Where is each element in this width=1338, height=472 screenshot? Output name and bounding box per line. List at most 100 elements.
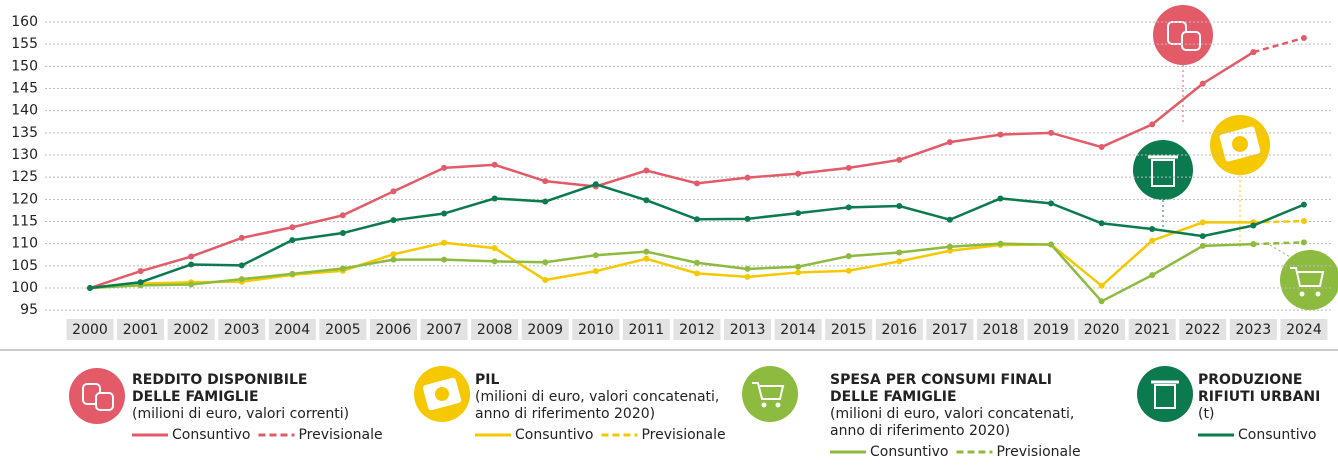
- point: [744, 215, 751, 222]
- point: [946, 216, 953, 223]
- point: [1199, 219, 1206, 226]
- year-box: [1027, 319, 1075, 340]
- point: [795, 170, 802, 177]
- legend-icon-rifiuti: [1137, 366, 1193, 422]
- x-tick-label: 2022: [1185, 322, 1221, 338]
- point: [1098, 220, 1105, 227]
- legend-label: Consuntivo: [870, 444, 948, 460]
- year-box: [369, 319, 417, 340]
- year-box: [1128, 319, 1176, 340]
- point: [137, 279, 144, 286]
- year-box: [875, 319, 923, 340]
- legend-icon-reddito: [69, 368, 125, 424]
- point: [643, 197, 650, 204]
- point: [1300, 201, 1307, 208]
- point: [542, 259, 549, 266]
- point: [693, 216, 700, 223]
- y-tick-label: 150: [11, 58, 38, 74]
- x-tick-label: 2006: [376, 322, 412, 338]
- x-tick-label: 2013: [730, 322, 766, 338]
- year-box: [976, 319, 1024, 340]
- point: [1048, 200, 1055, 207]
- y-tick-label: 120: [11, 191, 38, 207]
- point: [795, 210, 802, 217]
- point: [390, 217, 397, 224]
- legend-title: DELLE FAMIGLIE: [830, 389, 957, 405]
- icon-reddito: [1153, 5, 1213, 125]
- point: [744, 174, 751, 181]
- x-tick-label: 2004: [274, 322, 310, 338]
- year-box: [774, 319, 822, 340]
- legend-subtitle: anno di riferimento 2020): [475, 406, 655, 422]
- legend-icon-spesa: [742, 366, 798, 422]
- legend-title: REDDITO DISPONIBILE: [132, 372, 308, 388]
- y-tick-label: 140: [11, 103, 38, 119]
- point: [87, 285, 93, 291]
- point: [1250, 222, 1257, 229]
- point: [997, 195, 1004, 202]
- point: [795, 263, 802, 270]
- point: [1250, 49, 1257, 56]
- point: [946, 139, 953, 146]
- point: [390, 251, 397, 258]
- x-tick-label: 2008: [477, 322, 513, 338]
- point: [845, 267, 852, 274]
- point: [1149, 226, 1156, 233]
- legend-subtitle: (milioni di euro, valori concatenati,: [830, 406, 1074, 422]
- point: [339, 230, 346, 237]
- point: [946, 243, 953, 250]
- point: [1098, 298, 1105, 305]
- point: [1098, 282, 1105, 289]
- point: [137, 268, 144, 275]
- legend-label: Previsionale: [298, 427, 382, 443]
- point: [896, 258, 903, 265]
- y-tick-label: 110: [11, 236, 38, 252]
- point: [845, 204, 852, 211]
- x-tick-label: 2011: [629, 322, 665, 338]
- point: [491, 258, 498, 265]
- point: [845, 164, 852, 171]
- point: [390, 188, 397, 195]
- year-box: [117, 319, 165, 340]
- x-tick-label: 2001: [123, 322, 159, 338]
- icon-spesa: [1269, 244, 1338, 310]
- point: [693, 259, 700, 266]
- x-tick-label: 2005: [325, 322, 361, 338]
- point: [1199, 242, 1206, 249]
- point: [1149, 272, 1156, 279]
- year-box: [1078, 319, 1126, 340]
- year-box: [521, 319, 569, 340]
- point: [441, 164, 448, 171]
- point: [1048, 241, 1055, 248]
- y-tick-label: 115: [11, 214, 38, 230]
- point: [441, 256, 448, 263]
- point: [491, 161, 498, 168]
- point: [188, 261, 195, 268]
- x-tick-label: 2023: [1236, 322, 1272, 338]
- legend-label: Consuntivo: [1238, 427, 1316, 443]
- point: [441, 210, 448, 217]
- year-box: [926, 319, 974, 340]
- x-tick-label: 2019: [1033, 322, 1069, 338]
- year-box: [724, 319, 772, 340]
- series-line: [1253, 219, 1304, 224]
- year-box: [825, 319, 873, 340]
- series-line: [89, 242, 1254, 303]
- legend-label: Consuntivo: [515, 427, 593, 443]
- point: [643, 167, 650, 174]
- series-line: [89, 51, 1255, 290]
- x-tick-label: 2012: [679, 322, 715, 338]
- y-tick-label: 100: [11, 280, 38, 296]
- point: [1199, 80, 1206, 87]
- x-tick-label: 2003: [224, 322, 260, 338]
- point: [693, 180, 700, 187]
- year-box: [622, 319, 670, 340]
- legend-title: PRODUZIONE: [1198, 372, 1302, 388]
- y-tick-label: 160: [11, 14, 38, 30]
- point: [1199, 233, 1206, 240]
- legend-subtitle: anno di riferimento 2020): [830, 423, 1010, 439]
- point: [390, 256, 397, 263]
- x-tick-label: 2015: [831, 322, 867, 338]
- legend-label: Consuntivo: [172, 427, 250, 443]
